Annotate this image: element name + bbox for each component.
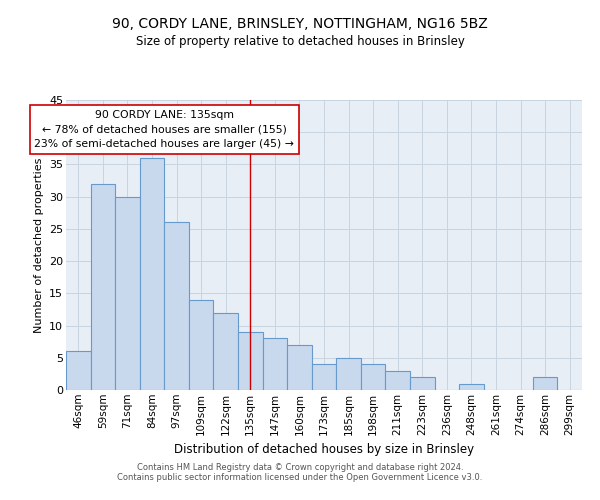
Bar [361,364,385,390]
Text: Contains HM Land Registry data © Crown copyright and database right 2024.
Contai: Contains HM Land Registry data © Crown c… [118,463,482,482]
Bar [140,158,164,390]
Y-axis label: Number of detached properties: Number of detached properties [34,158,44,332]
Bar [410,377,434,390]
Bar [164,222,189,390]
Bar [287,345,312,390]
Bar [312,364,336,390]
Bar [336,358,361,390]
Bar [459,384,484,390]
Bar [238,332,263,390]
Text: 90, CORDY LANE, BRINSLEY, NOTTINGHAM, NG16 5BZ: 90, CORDY LANE, BRINSLEY, NOTTINGHAM, NG… [112,18,488,32]
Bar [115,196,140,390]
Bar [214,312,238,390]
Bar [263,338,287,390]
X-axis label: Distribution of detached houses by size in Brinsley: Distribution of detached houses by size … [174,443,474,456]
Text: 90 CORDY LANE: 135sqm
← 78% of detached houses are smaller (155)
23% of semi-det: 90 CORDY LANE: 135sqm ← 78% of detached … [34,110,294,150]
Bar [189,300,214,390]
Bar [533,377,557,390]
Bar [91,184,115,390]
Bar [66,352,91,390]
Bar [385,370,410,390]
Text: Size of property relative to detached houses in Brinsley: Size of property relative to detached ho… [136,35,464,48]
